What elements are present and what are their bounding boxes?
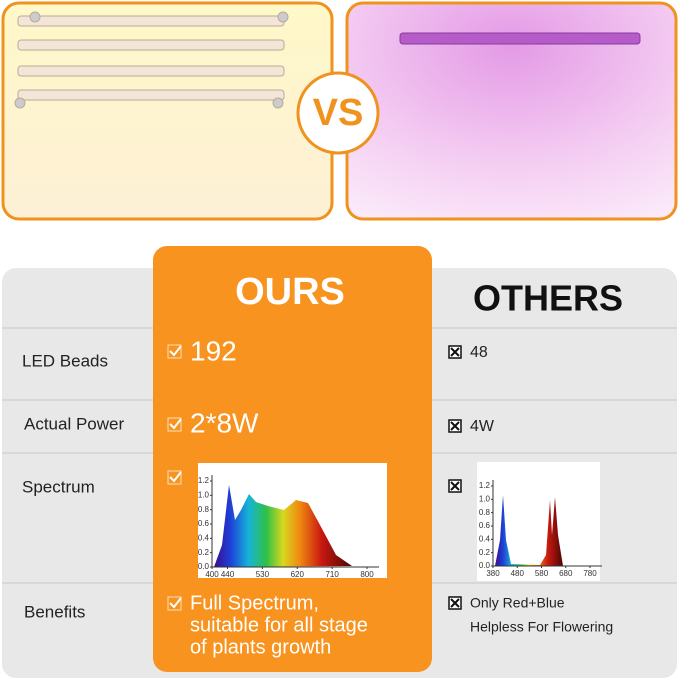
y-tick-label: 0.4 — [198, 533, 210, 542]
light-bars — [14, 11, 289, 109]
y-tick-label: 0.8 — [198, 505, 210, 514]
y-tick-label: 0.2 — [198, 548, 210, 557]
others-value: 48 — [470, 344, 488, 361]
y-tick-label: 1.2 — [479, 481, 491, 490]
x-tick-label: 530 — [256, 570, 270, 579]
vs-badge — [296, 71, 380, 155]
y-tick-label: 0.2 — [479, 548, 491, 557]
check-icons — [167, 344, 182, 611]
row-label: LED Beads — [22, 351, 108, 370]
x-tick-label: 680 — [559, 569, 573, 578]
y-tick-label: 1.0 — [198, 490, 210, 499]
header-others: OTHERS — [473, 278, 623, 319]
y-tick-label: 0.0 — [479, 561, 491, 570]
spectrum-others-curve — [495, 495, 563, 566]
others-value: 4W — [470, 418, 495, 435]
ours-value: 2*8W — [190, 407, 259, 438]
x-tick-label: 800 — [360, 570, 374, 579]
spectrum-others-box — [477, 462, 600, 581]
x-tick-label: 480 — [511, 569, 525, 578]
benefit-line: suitable for all stage — [190, 614, 368, 636]
row-label: Benefits — [24, 602, 85, 621]
x-tick-label: 380 — [486, 569, 500, 578]
y-tick-label: 1.2 — [198, 476, 210, 485]
x-tick-label: 580 — [535, 569, 549, 578]
benefit-line: Full Spectrum, — [190, 592, 319, 614]
benefit-line: Helpless For Flowering — [470, 619, 613, 635]
x-tick-label: 620 — [291, 570, 305, 579]
row-label: Actual Power — [24, 414, 124, 433]
ours-value: 192 — [190, 335, 237, 366]
y-tick-label: 0.8 — [479, 508, 491, 517]
ours-panel — [1, 1, 334, 221]
y-tick-label: 0.4 — [479, 534, 491, 543]
purple-bar — [399, 32, 641, 45]
header-ours: OURS — [235, 271, 345, 313]
spectrum-ours-curve — [214, 485, 352, 567]
x-tick-label: 440 — [221, 570, 235, 579]
y-tick-label: 1.0 — [479, 494, 491, 503]
benefit-line: of plants growth — [190, 636, 331, 658]
x-tick-label: 400 — [205, 570, 219, 579]
y-tick-label: 0.0 — [198, 562, 210, 571]
row-label: Spectrum — [22, 477, 95, 496]
x-tick-label: 780 — [583, 569, 597, 578]
y-tick-label: 0.6 — [479, 521, 491, 530]
cross-icons — [448, 345, 462, 610]
benefit-line: Only Red+Blue — [470, 595, 565, 611]
vs-text: VS — [313, 92, 364, 134]
y-tick-label: 0.6 — [198, 519, 210, 528]
ours-benefits: Full Spectrum, suitable for all stage of… — [190, 592, 368, 658]
x-tick-label: 710 — [325, 570, 339, 579]
